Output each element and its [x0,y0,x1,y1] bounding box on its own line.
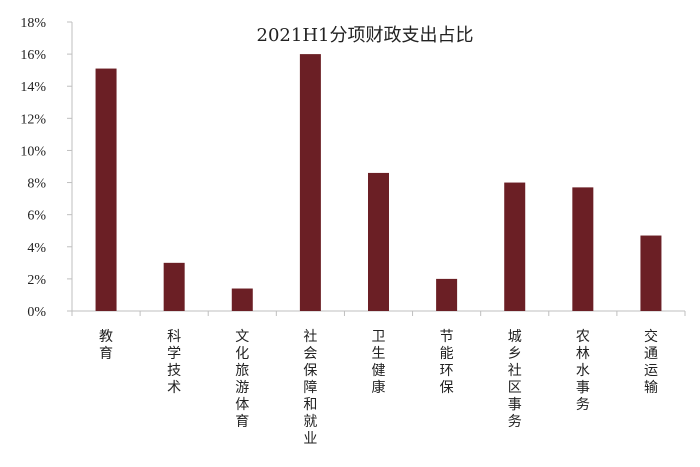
category-label-4: 卫生健康 [372,329,386,396]
chart-title: 2021H1分项财政支出占比 [257,25,474,46]
y-tick-label: 12% [20,112,46,127]
category-label-6: 城乡社区事务 [508,329,522,430]
category-label-7: 农林水事务 [576,329,590,413]
y-tick-label: 10% [20,144,46,159]
category-label-8: 交通运输 [644,328,658,396]
bar-6 [504,182,526,311]
y-tick-label: 6% [27,209,46,224]
y-tick-label: 2% [27,273,46,288]
bars [95,54,662,311]
category-label-0: 教育 [99,329,113,362]
bar-0 [95,68,117,311]
category-label-1: 科学技术 [167,329,181,396]
y-tick-label: 18% [20,16,46,31]
y-tick-label: 14% [20,80,46,95]
bar-8 [640,235,662,311]
bar-7 [572,187,594,311]
bar-5 [436,278,458,311]
y-tick-label: 16% [20,48,46,63]
y-tick-label: 0% [27,305,46,320]
x-category-labels: 教育 科学技术 文化旅游体育 社会保障和就业 卫生健康 节能环保 城乡社区事务 农林水事务 交通… [99,328,658,447]
bar-3 [299,54,321,311]
category-label-5: 节能环保 [440,329,454,396]
y-tick-label: 8% [27,177,46,192]
category-label-3: 社会保障和就业 [303,329,317,447]
y-tick-labels: 0% 2% 4% 6% 8% 10% 12% 14% 16% 18% [20,16,46,320]
bar-2 [231,288,253,311]
bar-1 [163,262,185,311]
category-label-2: 文化旅游体育 [235,329,249,430]
bar-4 [368,172,389,311]
y-tick-label: 4% [27,241,46,256]
